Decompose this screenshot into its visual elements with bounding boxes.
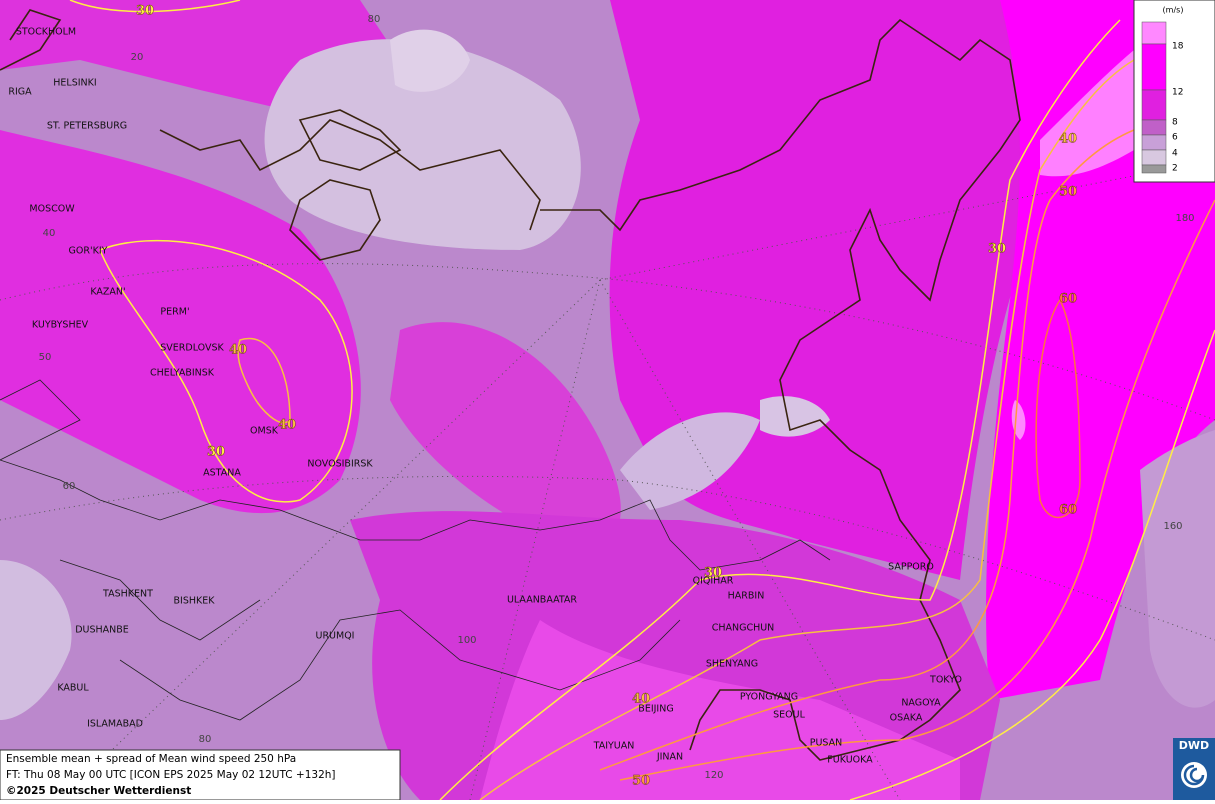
city-label: ASTANA [203, 468, 241, 479]
graticule-label: 60 [63, 481, 76, 492]
contour-label: 60 [1059, 292, 1077, 307]
city-label: OMSK [250, 426, 279, 437]
city-label: TASHKENT [102, 589, 153, 600]
info-line: ©2025 Deutscher Wetterdienst [6, 785, 191, 797]
city-label: OSAKA [890, 713, 923, 724]
city-label: CHELYABINSK [150, 368, 215, 379]
city-label: QIQIHAR [693, 576, 734, 587]
city-label: CHANGCHUN [712, 623, 775, 634]
legend-tick-label: 18 [1172, 42, 1184, 52]
city-label: SHENYANG [706, 659, 758, 670]
contour-label: 50 [632, 774, 650, 789]
graticule-label: 100 [457, 635, 476, 646]
contour-label: 50 [1059, 185, 1077, 200]
contours [69, 0, 1215, 801]
contour-label: 40 [632, 692, 650, 707]
contour-label: 60 [1059, 503, 1077, 518]
legend-unit: (m/s) [1163, 6, 1184, 15]
city-label: JINAN [656, 752, 683, 763]
city-label: KUYBYSHEV [32, 320, 89, 331]
graticule-label: 20 [131, 52, 144, 63]
graticule-label: 40 [43, 228, 56, 239]
legend-tick-label: 12 [1172, 88, 1183, 98]
city-label: DUSHANBE [75, 625, 129, 636]
labels: STOCKHOLM HELSINKI RIGA ST. PETERSBURG MOSCO… [8, 3, 1194, 789]
contour-label: 40 [1059, 132, 1077, 147]
contour-label: 30 [704, 566, 722, 581]
graticule-label: 120 [704, 770, 723, 781]
city-label: TAIYUAN [593, 741, 635, 752]
info-box: Ensemble mean + spread of Mean wind spee… [0, 749, 401, 801]
contour-label: 30 [136, 4, 154, 19]
city-label: ULAANBAATAR [507, 595, 577, 606]
city-label: GOR'KIY [69, 246, 108, 257]
city-label: TOKYO [929, 675, 962, 686]
city-label: BEIJING [638, 704, 673, 715]
contour-label: 30 [207, 445, 225, 460]
city-label: STOCKHOLM [16, 27, 76, 38]
city-label: URUMQI [316, 631, 355, 642]
graticule-label: 160 [1163, 521, 1182, 532]
legend-tick-label: 8 [1172, 118, 1178, 128]
city-label: RIGA [8, 87, 32, 98]
logo-text: DWD [1179, 739, 1209, 752]
graticule [0, 159, 1215, 801]
city-label: ST. PETERSBURG [47, 121, 127, 132]
city-label: BISHKEK [174, 596, 216, 607]
city-label: MOSCOW [29, 204, 75, 215]
city-label: ISLAMABAD [87, 719, 143, 730]
logo: DWD [1173, 738, 1215, 800]
graticule-label: 180 [1175, 213, 1194, 224]
city-label: NAGOYA [901, 698, 941, 709]
city-label: HARBIN [728, 591, 765, 602]
contour-label: 40 [278, 418, 296, 433]
legend: (m/s) 18 12 8 6 4 2 [1133, 0, 1215, 183]
graticule-label: 50 [39, 352, 52, 363]
borders [0, 379, 831, 721]
graticule-label: 80 [199, 734, 212, 745]
contour-label: 30 [988, 242, 1006, 257]
coastlines [0, 9, 1021, 761]
legend-tick-label: 4 [1172, 149, 1178, 159]
city-label: PERM' [160, 307, 189, 318]
city-label: SVERDLOVSK [160, 343, 224, 354]
city-label: NOVOSIBIRSK [307, 459, 373, 470]
contour-label: 40 [229, 343, 247, 358]
city-label: SEOUL [773, 710, 805, 721]
city-label: FUKUOKA [827, 755, 873, 766]
city-label: KABUL [57, 683, 89, 694]
city-label: PUSAN [810, 738, 843, 749]
city-label: SAPPORO [888, 562, 934, 573]
legend-tick-label: 6 [1172, 133, 1178, 143]
info-line: Ensemble mean + spread of Mean wind spee… [6, 753, 296, 765]
info-line: FT: Thu 08 May 00 UTC [ICON EPS 2025 May… [6, 769, 336, 781]
city-label: PYONGYANG [740, 692, 798, 703]
city-label: HELSINKI [53, 78, 96, 89]
graticule-label: 80 [368, 14, 381, 25]
legend-tick-label: 2 [1172, 164, 1178, 174]
city-label: KAZAN' [90, 287, 125, 298]
